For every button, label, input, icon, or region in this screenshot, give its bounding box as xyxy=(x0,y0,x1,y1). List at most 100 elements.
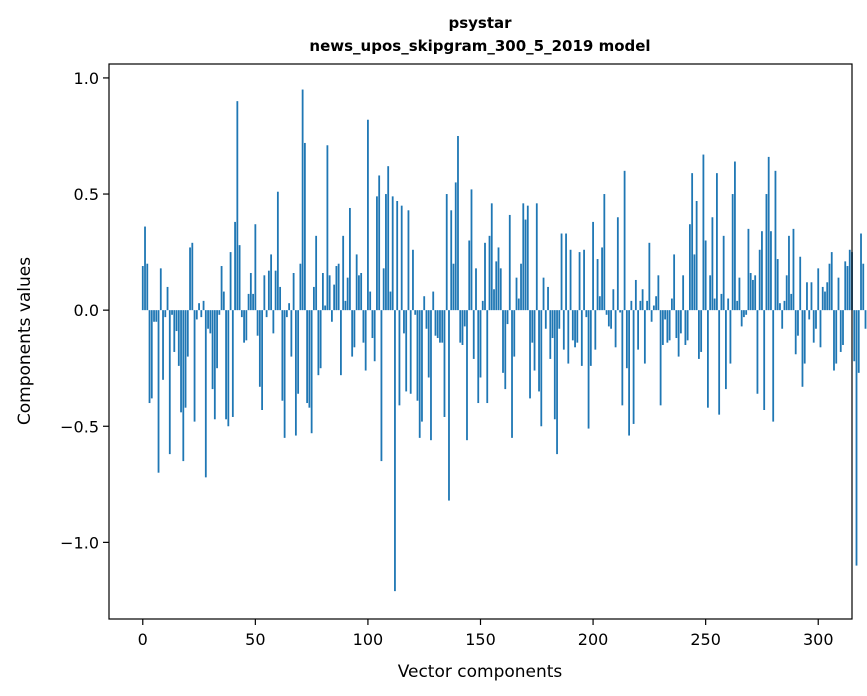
bar-82 xyxy=(326,145,329,311)
bar-49 xyxy=(252,293,254,311)
bar-276 xyxy=(763,310,766,410)
bar-63 xyxy=(283,310,286,438)
bar-307 xyxy=(833,310,835,371)
bar-23 xyxy=(193,310,196,422)
bar-178 xyxy=(542,277,545,311)
bar-103 xyxy=(373,310,376,362)
bar-283 xyxy=(779,303,781,311)
bar-252 xyxy=(709,275,712,311)
bar-66 xyxy=(290,310,293,357)
bar-119 xyxy=(409,310,412,394)
bar-91 xyxy=(346,277,349,311)
bar-109 xyxy=(387,166,390,311)
bar-230 xyxy=(659,310,662,406)
bar-170 xyxy=(524,219,527,311)
y-axis-label: Components values xyxy=(15,257,35,425)
bar-35 xyxy=(220,266,223,311)
x-tick-label-300: 300 xyxy=(803,630,834,649)
bar-183 xyxy=(553,310,556,420)
bar-41 xyxy=(234,221,236,311)
bar-75 xyxy=(310,310,313,434)
bar-140 xyxy=(457,135,459,311)
bar-39 xyxy=(229,252,232,311)
bar-74 xyxy=(308,310,311,408)
bar-45 xyxy=(243,310,245,343)
y-tick-label-2: 0.0 xyxy=(74,301,99,320)
bar-219 xyxy=(634,279,637,311)
bar-306 xyxy=(830,252,833,311)
bar-61 xyxy=(279,286,282,311)
bar-18 xyxy=(182,310,185,462)
bar-200 xyxy=(592,221,594,311)
bar-253 xyxy=(711,217,714,311)
bar-240 xyxy=(682,275,685,311)
bar-144 xyxy=(466,310,468,441)
bar-256 xyxy=(718,310,721,415)
y-axis-ticks: 1.0 0.5 0.0 −0.5 −1.0 xyxy=(60,69,109,552)
y-tick-label-0: 1.0 xyxy=(74,69,99,88)
bar-204 xyxy=(601,247,603,311)
bar-191 xyxy=(571,310,574,341)
bar-89 xyxy=(342,235,345,311)
bar-263 xyxy=(734,161,736,311)
bar-143 xyxy=(463,310,466,327)
bar-254 xyxy=(713,298,716,311)
bar-25 xyxy=(198,303,200,311)
bar-130 xyxy=(434,310,437,336)
bar-92 xyxy=(349,207,351,311)
bar-262 xyxy=(731,194,734,311)
bar-172 xyxy=(529,310,531,399)
bar-138 xyxy=(452,263,455,311)
bar-247 xyxy=(698,310,700,359)
bar-302 xyxy=(821,286,824,311)
bar-99 xyxy=(364,310,367,371)
bar-226 xyxy=(650,310,653,322)
bar-213 xyxy=(621,310,624,406)
bar-217 xyxy=(630,300,633,311)
bar-13 xyxy=(171,310,173,315)
bar-211 xyxy=(616,217,619,311)
bar-176 xyxy=(538,310,540,392)
bar-122 xyxy=(416,310,419,401)
bar-199 xyxy=(589,310,592,366)
bar-287 xyxy=(788,235,790,311)
x-tick-label-250: 250 xyxy=(690,630,721,649)
bar-280 xyxy=(772,310,775,422)
bar-60 xyxy=(276,191,279,311)
bar-179 xyxy=(544,310,547,329)
bar-24 xyxy=(195,310,198,320)
bar-147 xyxy=(472,310,475,359)
bar-264 xyxy=(736,300,739,311)
bar-317 xyxy=(855,310,858,566)
bar-153 xyxy=(486,310,489,404)
bar-234 xyxy=(668,310,671,341)
bar-139 xyxy=(454,182,457,311)
bar-36 xyxy=(222,291,225,311)
bar-156 xyxy=(493,289,495,311)
bar-237 xyxy=(675,310,678,339)
bar-175 xyxy=(535,203,538,311)
bar-193 xyxy=(576,310,579,343)
bar-169 xyxy=(522,203,525,311)
x-axis-label: Vector components xyxy=(398,662,563,682)
bar-5 xyxy=(153,310,155,322)
bar-70 xyxy=(299,263,302,311)
bar-80 xyxy=(321,273,324,311)
bar-238 xyxy=(677,310,680,357)
bar-186 xyxy=(560,233,563,311)
bar-266 xyxy=(740,310,743,327)
bar-9 xyxy=(162,310,164,380)
chart-title: psystar news_upos_skipgram_300_5_2019 mo… xyxy=(309,14,650,55)
bar-228 xyxy=(655,296,658,311)
bar-71 xyxy=(301,89,304,311)
bar-215 xyxy=(625,310,628,369)
bar-158 xyxy=(497,247,500,311)
bar-164 xyxy=(511,310,513,438)
bar-318 xyxy=(857,310,860,373)
bar-30 xyxy=(209,310,212,334)
bar-129 xyxy=(432,291,435,311)
bar-42 xyxy=(236,101,239,311)
bar-101 xyxy=(369,291,372,311)
bar-105 xyxy=(378,175,381,311)
bar-171 xyxy=(526,205,529,311)
